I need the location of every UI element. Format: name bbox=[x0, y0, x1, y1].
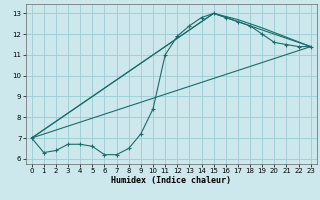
X-axis label: Humidex (Indice chaleur): Humidex (Indice chaleur) bbox=[111, 176, 231, 185]
